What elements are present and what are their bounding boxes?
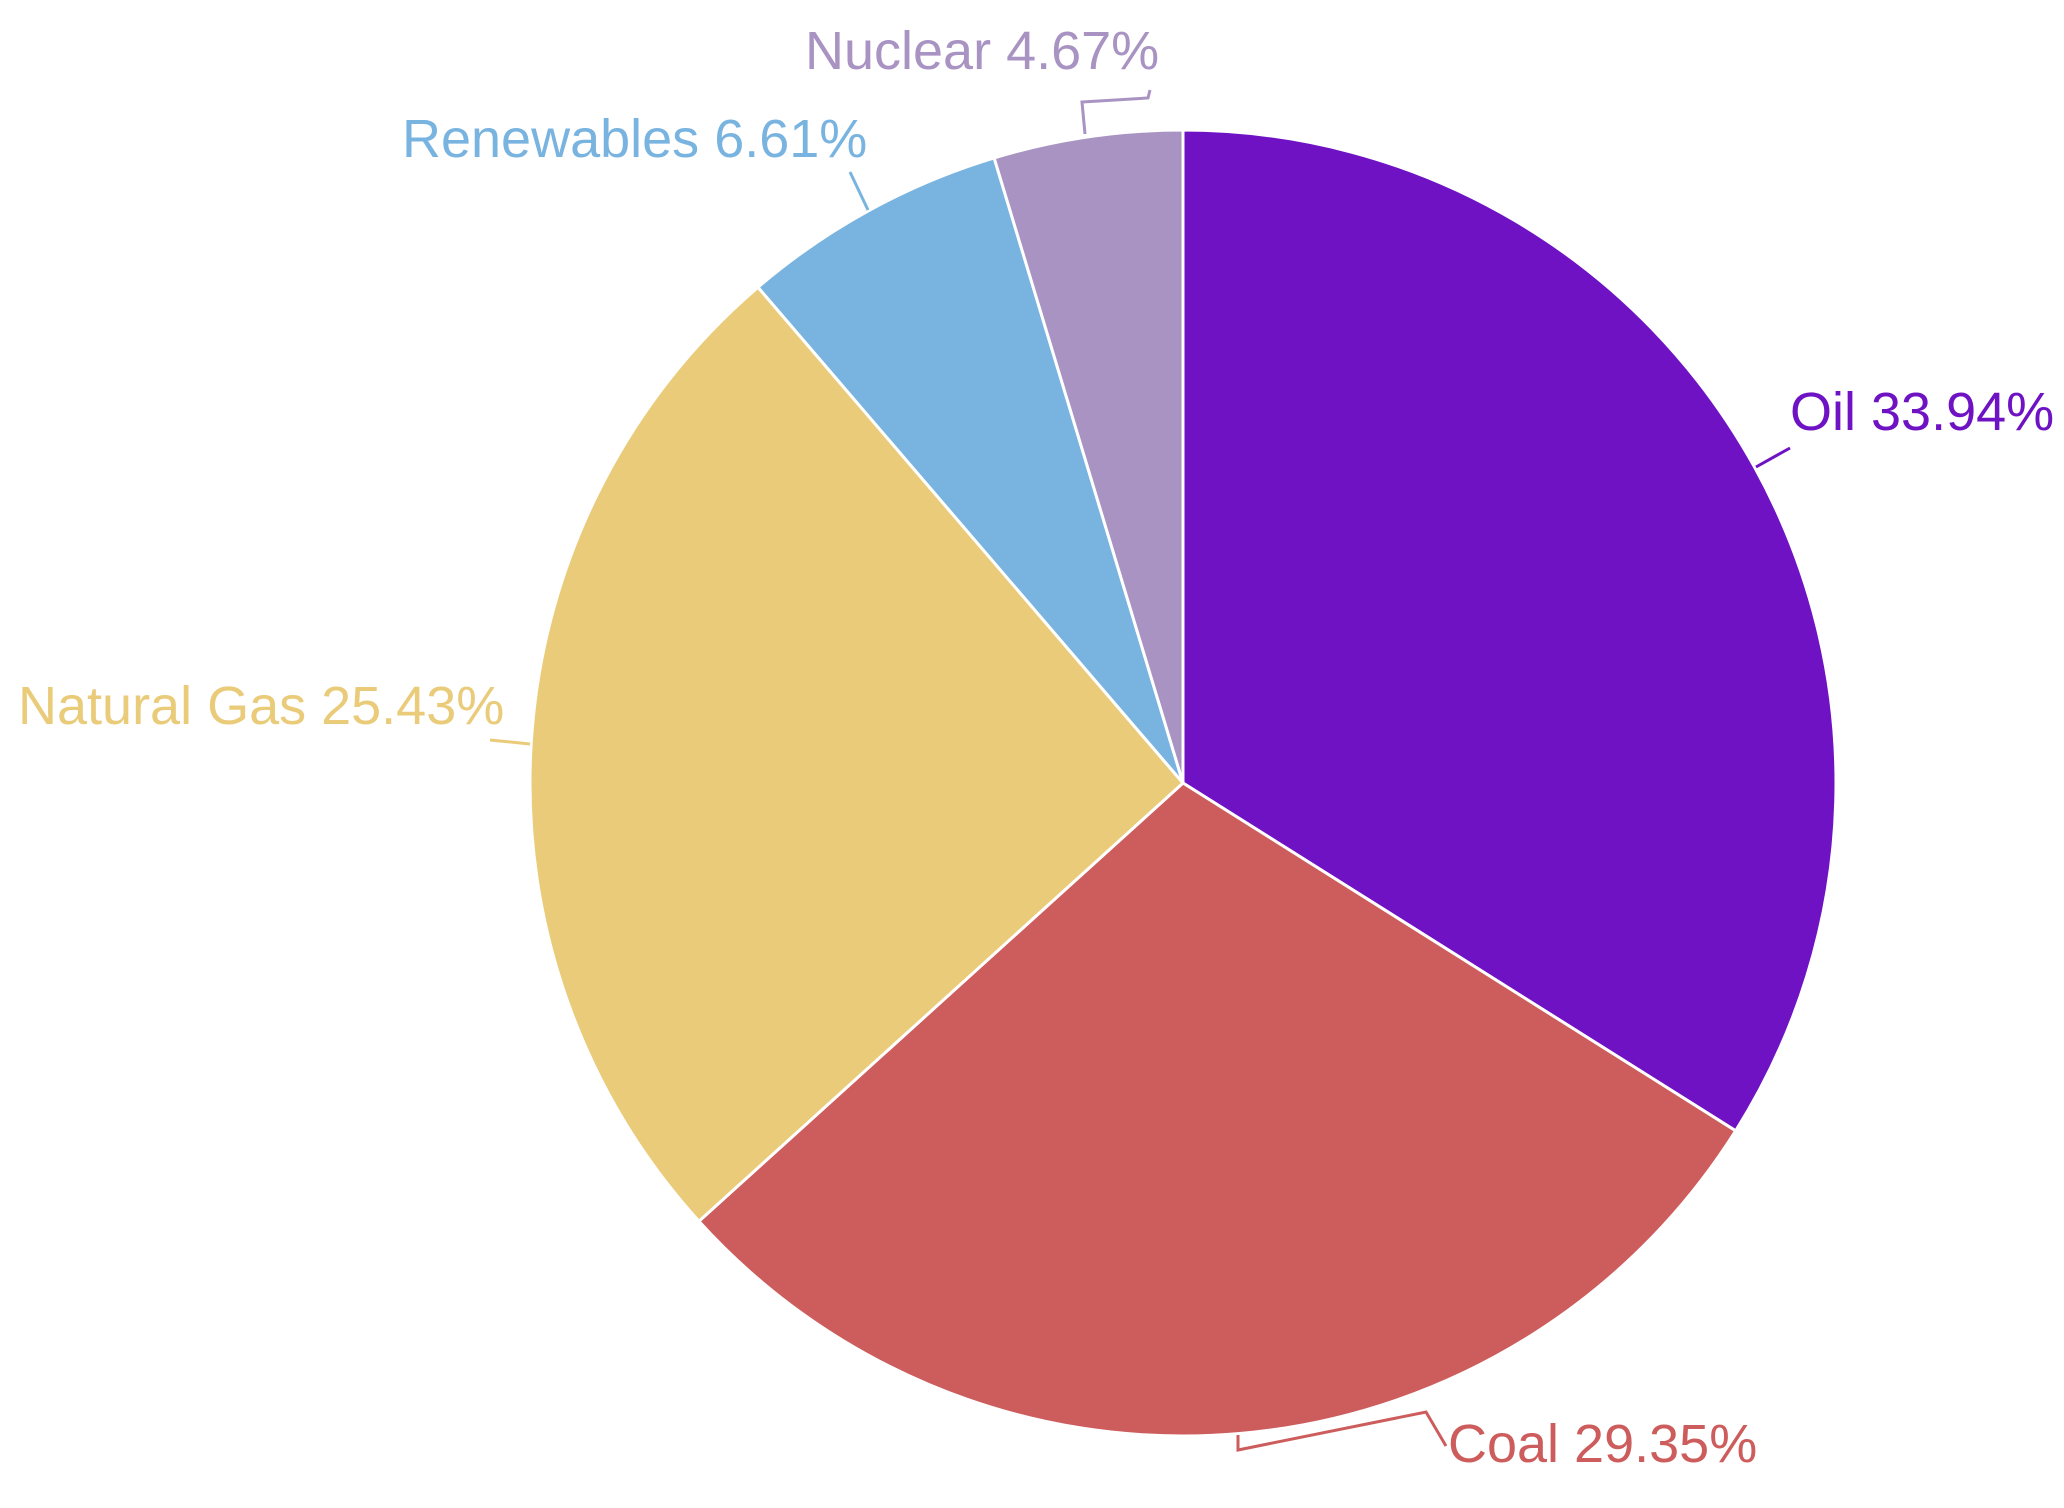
leader-line-coal <box>1236 1410 1448 1452</box>
slices-layer <box>528 128 1838 1438</box>
leader-line-renewables <box>848 171 870 211</box>
pie-slice-nuclear <box>992 128 1185 785</box>
pie-slice-natural-gas <box>528 285 1185 1223</box>
pie-slice-coal <box>697 781 1738 1438</box>
labels-layer: Oil 33.94% Coal 29.35% Natural Gas 25.43% R… <box>18 21 2054 1474</box>
slice-label-coal: Coal 29.35% <box>1448 1414 1757 1474</box>
pie-slice-oil <box>1181 128 1838 1133</box>
slice-label-oil: Oil 33.94% <box>1790 382 2054 442</box>
pie-slice-renewables <box>756 156 1185 785</box>
slice-label-natural-gas: Natural Gas 25.43% <box>18 676 504 736</box>
leader-lines-layer <box>489 89 1791 1452</box>
leader-line-natural-gas <box>489 738 531 746</box>
leader-line-oil <box>1755 446 1791 469</box>
slice-label-nuclear: Nuclear 4.67% <box>805 21 1159 81</box>
slice-label-renewables: Renewables 6.61% <box>402 109 867 169</box>
leader-line-nuclear <box>1080 89 1152 135</box>
